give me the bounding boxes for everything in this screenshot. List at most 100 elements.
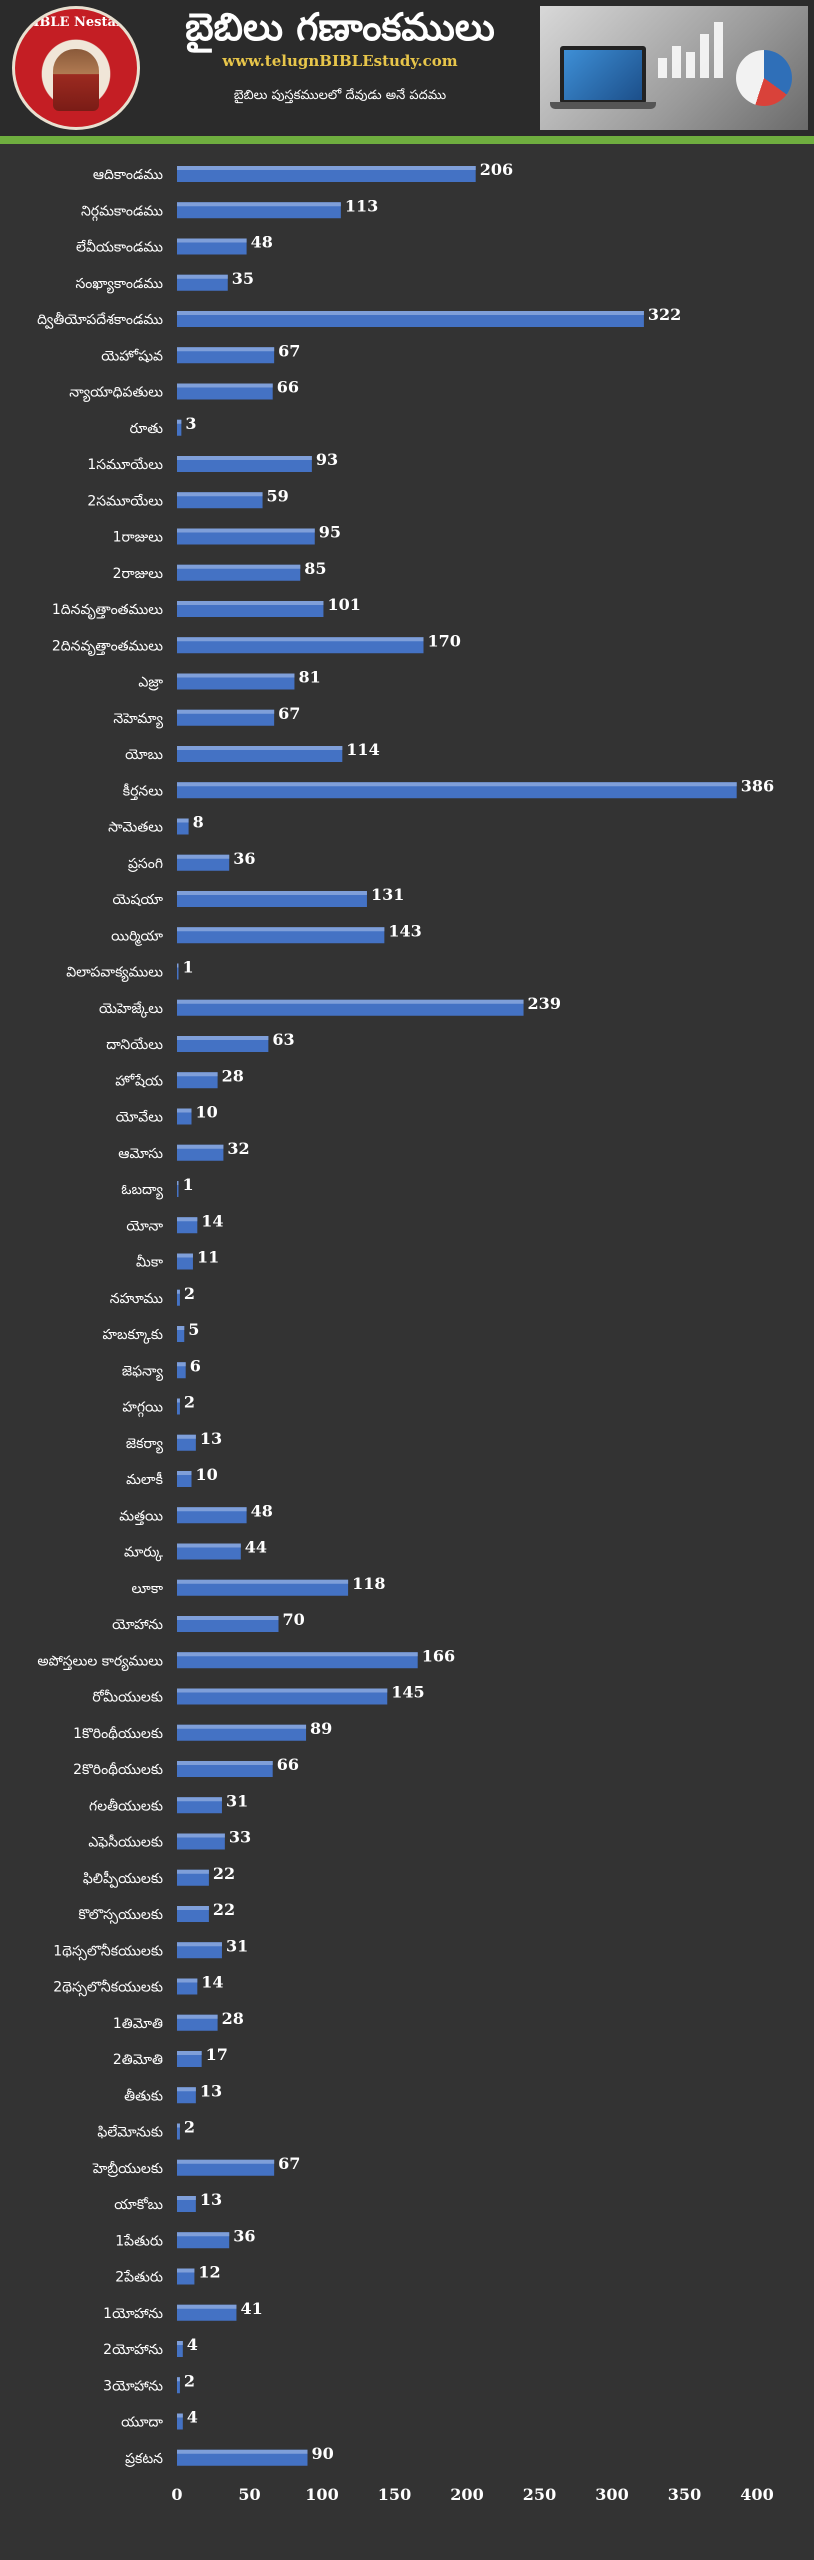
logo-text: BIBLE Nestam bbox=[22, 15, 130, 30]
header: BIBLE Nestam బైబిలు గణాంకములు www.telugn… bbox=[0, 0, 814, 136]
category-label: ఫిలిప్పీయులకు bbox=[83, 1870, 163, 1888]
laptop-base-image bbox=[550, 102, 656, 109]
bar-highlight bbox=[177, 1869, 209, 1874]
bar-highlight bbox=[177, 492, 263, 497]
data-label: 2 bbox=[184, 2118, 195, 2137]
data-label: 13 bbox=[200, 1429, 222, 1448]
x-tick-label: 350 bbox=[668, 2485, 701, 2504]
data-label: 2 bbox=[184, 1393, 195, 1412]
decorative-pie-image bbox=[736, 50, 792, 106]
bar-highlight bbox=[177, 1724, 307, 1729]
bar-highlight bbox=[177, 2341, 183, 2345]
bar-highlight bbox=[177, 311, 644, 315]
x-tick-label: 150 bbox=[378, 2485, 411, 2504]
data-label: 28 bbox=[222, 2009, 244, 2028]
data-label: 28 bbox=[222, 1066, 244, 1085]
category-label: యూదా bbox=[121, 2415, 163, 2431]
category-label: గలతీయులకు bbox=[89, 1798, 163, 1814]
bar-highlight bbox=[177, 274, 228, 279]
data-label: 22 bbox=[213, 1900, 235, 1919]
bar-highlight bbox=[177, 1362, 186, 1367]
bar-highlight bbox=[177, 419, 182, 424]
category-label: 2దినవృత్తాంతములు bbox=[52, 638, 163, 656]
bar-highlight bbox=[177, 1072, 218, 1077]
category-label: సామెతలు bbox=[108, 820, 163, 836]
data-label: 67 bbox=[278, 2154, 300, 2173]
category-label: యాకోబు bbox=[114, 2197, 163, 2213]
bar-highlight bbox=[177, 564, 301, 569]
bar-highlight bbox=[177, 2449, 308, 2454]
bar bbox=[177, 2377, 180, 2394]
category-label: రూతు bbox=[130, 421, 164, 437]
data-label: 206 bbox=[480, 160, 513, 179]
category-label: సంఖ్యాకాండము bbox=[75, 276, 163, 294]
data-label: 36 bbox=[233, 2226, 255, 2245]
bar-highlight bbox=[177, 1761, 273, 1765]
bar bbox=[177, 419, 182, 436]
data-label: 90 bbox=[312, 2444, 334, 2463]
bar bbox=[177, 1326, 185, 1342]
data-label: 1 bbox=[183, 958, 194, 977]
data-label: 13 bbox=[200, 2081, 222, 2100]
bar-highlight bbox=[177, 2014, 218, 2019]
category-label: 1కొరింథీయులకు bbox=[73, 1726, 163, 1742]
bible-nestam-logo: BIBLE Nestam bbox=[12, 6, 140, 130]
category-label: దానియేలు bbox=[106, 1037, 163, 1053]
data-label: 95 bbox=[319, 523, 341, 542]
data-label: 114 bbox=[346, 740, 379, 759]
category-label: ద్వితీయోపదేశకాండము bbox=[37, 312, 163, 329]
bar-highlight bbox=[177, 2123, 180, 2128]
bar-highlight bbox=[177, 1507, 247, 1512]
data-label: 59 bbox=[267, 486, 289, 505]
bar-highlight bbox=[177, 1398, 180, 1403]
category-label: ప్రకటన bbox=[125, 2451, 163, 2467]
category-label: నిర్గమకాండము bbox=[81, 203, 163, 221]
category-label: హబక్కూకు bbox=[103, 1327, 164, 1344]
x-tick-label: 50 bbox=[238, 2485, 260, 2504]
category-label: యెహెజ్కేలు bbox=[99, 1001, 163, 1018]
bar-highlight bbox=[177, 963, 179, 968]
data-label: 4 bbox=[187, 2335, 198, 2354]
bar-highlight bbox=[177, 2377, 180, 2382]
bar-highlight bbox=[177, 709, 275, 714]
bar-highlight bbox=[177, 2087, 196, 2092]
category-label: 2సమూయేలు bbox=[87, 493, 163, 509]
category-label: రోమీయులకు bbox=[92, 1690, 163, 1706]
data-label: 10 bbox=[196, 1465, 218, 1484]
bar-highlight bbox=[177, 927, 385, 932]
bar-highlight bbox=[177, 1326, 185, 1330]
data-label: 322 bbox=[648, 305, 681, 324]
bar-highlight bbox=[177, 2413, 183, 2418]
category-label: నెహెమ్యా bbox=[113, 711, 163, 729]
data-label: 1 bbox=[183, 1175, 194, 1194]
data-label: 145 bbox=[391, 1683, 424, 1702]
category-label: మలాకీ bbox=[126, 1471, 163, 1488]
category-label: మీకా bbox=[136, 1255, 163, 1271]
data-label: 17 bbox=[206, 2045, 228, 2064]
x-tick-label: 0 bbox=[171, 2485, 182, 2504]
category-label: హెబ్రీయులకు bbox=[92, 2161, 163, 2177]
bar-highlight bbox=[177, 347, 275, 352]
data-label: 13 bbox=[200, 2190, 222, 2209]
page-title: బైబిలు గణాంకములు bbox=[185, 4, 495, 49]
bar bbox=[177, 2413, 183, 2430]
data-label: 22 bbox=[213, 1864, 235, 1883]
bar-highlight bbox=[177, 1144, 224, 1149]
bar-highlight bbox=[177, 1797, 222, 1802]
data-label: 12 bbox=[198, 2263, 220, 2282]
category-label: యెహోషువ bbox=[101, 348, 163, 364]
bar-highlight bbox=[177, 1978, 198, 1983]
bar bbox=[177, 2123, 180, 2140]
bar-highlight bbox=[177, 1289, 180, 1294]
category-label: యోవేలు bbox=[116, 1110, 163, 1126]
data-label: 118 bbox=[352, 1574, 385, 1593]
data-label: 166 bbox=[422, 1646, 455, 1665]
bar-highlight bbox=[177, 999, 524, 1004]
data-label: 3 bbox=[185, 414, 196, 433]
bar bbox=[177, 1181, 179, 1197]
data-label: 32 bbox=[227, 1139, 249, 1158]
category-label: 1రాజులు bbox=[113, 530, 164, 546]
category-label: యిర్మియా bbox=[111, 928, 163, 946]
bar-highlight bbox=[177, 2159, 275, 2164]
laptop-image bbox=[560, 46, 646, 104]
